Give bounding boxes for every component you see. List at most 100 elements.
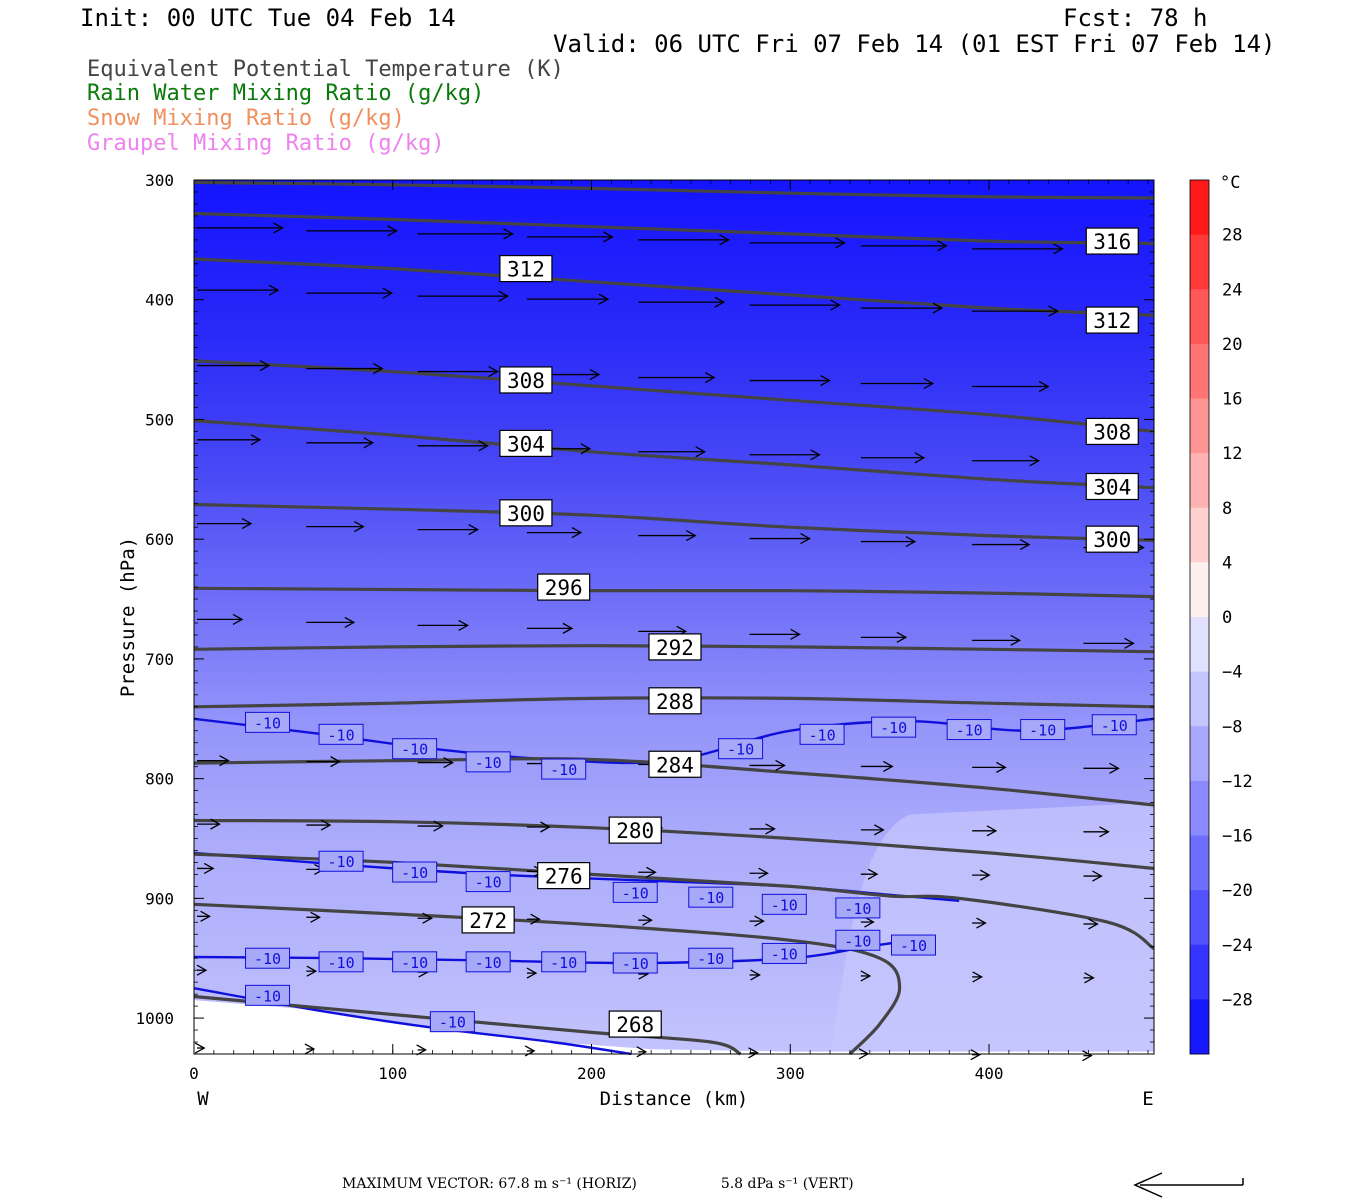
- theta-e-label-text: 312: [1093, 309, 1131, 333]
- wind-vector-arrow: [197, 755, 230, 767]
- wind-vector-head: [219, 755, 230, 767]
- isotherm-label-box: [688, 886, 734, 908]
- wind-vector-head: [603, 231, 614, 243]
- theta-e-label-text: 300: [1093, 528, 1131, 552]
- isotherm-label-box: [541, 758, 587, 780]
- wind-vector-arrow: [972, 825, 998, 837]
- wind-vector-head: [905, 536, 917, 548]
- colorbar-segment: [1190, 671, 1209, 727]
- wind-vector-head: [363, 437, 375, 449]
- colorbar-label: 8: [1222, 499, 1232, 519]
- wind-vector-head: [598, 293, 610, 305]
- wind-vector-arrow: [972, 761, 1007, 773]
- isotherm-label-text: -10: [328, 853, 355, 871]
- isotherm-label-box: [318, 850, 364, 872]
- wind-vector-head: [830, 299, 841, 311]
- wind-vector-head: [636, 1046, 648, 1058]
- wind-vector-head: [1038, 380, 1050, 393]
- wind-vector-head: [210, 818, 221, 830]
- y-tick-label: 800: [145, 770, 174, 789]
- legend-snow: Snow Mixing Ratio (g/kg): [87, 106, 405, 131]
- colorbar-segment: [1190, 180, 1209, 236]
- theta-e-label-box: [499, 366, 553, 394]
- wind-vector-head: [232, 613, 244, 625]
- isotherm-label-text: -10: [697, 950, 724, 968]
- wind-vector-head: [979, 869, 991, 881]
- wind-vector-head: [1124, 637, 1135, 649]
- wind-vector-arrow: [972, 380, 1050, 393]
- wind-vector-arrow: [417, 820, 444, 832]
- wind-vector-arrow: [972, 455, 1040, 467]
- wind-vector-head: [203, 862, 215, 874]
- theta-e-label-box: [608, 816, 662, 844]
- colorbar-segment: [1190, 835, 1209, 891]
- wind-vector-arrow: [749, 628, 801, 640]
- colorbar-segment: [1190, 780, 1209, 836]
- theta-e-contour-300: [193, 502, 1155, 542]
- isotherm-label-box: [245, 984, 291, 1006]
- wind-vector-head: [646, 866, 657, 878]
- wind-vector-arrow: [306, 225, 398, 237]
- isotherm-label-box: [465, 751, 511, 773]
- colorbar-label: 0: [1222, 608, 1232, 628]
- isotherm-label-text: -10: [439, 1014, 466, 1032]
- plot-area: -10 -10 -10 -10 -10 -10 -10 -10 -10 -10 -10 -10 -10 -…: [193, 179, 1155, 1062]
- isotherm-label: -10: [541, 758, 587, 780]
- wind-vector-head: [443, 757, 454, 769]
- wind-vector-arrow: [638, 296, 726, 308]
- wind-vector-arrow: [638, 530, 697, 542]
- wind-vector-arrow: [306, 819, 332, 831]
- wind-vector-head: [932, 302, 944, 314]
- isotherm-label-box: [761, 893, 807, 915]
- isotherm-label-text: -10: [880, 719, 907, 737]
- wind-vector-arrow: [749, 449, 821, 461]
- wind-vector-head: [382, 287, 394, 299]
- isotherm-label-text: -10: [727, 741, 754, 759]
- isotherm-label: -10: [465, 951, 511, 973]
- theta-e-label: 304: [499, 429, 553, 457]
- wind-vector-head: [835, 237, 846, 249]
- isotherm-label: -10: [465, 871, 511, 893]
- wind-vector-arrow: [749, 299, 841, 311]
- isotherm-label-text: -10: [550, 954, 577, 972]
- isotherm-label-text: -10: [622, 884, 649, 902]
- isotherm-label: -10: [392, 951, 438, 973]
- wind-vector-head: [330, 756, 341, 768]
- wind-vector-head: [642, 914, 653, 926]
- wind-vector-arrow: [638, 234, 730, 246]
- colorbar-segment: [1190, 944, 1209, 1000]
- wind-vector-arrow: [970, 1049, 982, 1061]
- isotherm-label-box: [1020, 719, 1066, 741]
- theta-e-label-text: 296: [545, 576, 583, 600]
- wind-vector-arrow: [526, 231, 614, 243]
- theta-e-label-box: [1085, 227, 1139, 255]
- isotherm-label-text: -10: [328, 726, 355, 744]
- wind-vectors: [194, 222, 1145, 1062]
- isotherm-label: -10: [245, 984, 291, 1006]
- wind-vector-arrow: [638, 866, 657, 878]
- theta-e-contour-280: [193, 818, 1155, 870]
- x-tick-label: 100: [378, 1064, 407, 1083]
- wind-vector-head: [864, 916, 875, 928]
- isotherm-label: -10: [392, 861, 438, 883]
- theta-e-label: 308: [499, 366, 553, 394]
- isotherm-label-box: [465, 951, 511, 973]
- wind-vector-head: [714, 296, 726, 308]
- isotherm-label-box: [1091, 714, 1137, 736]
- wind-vector-arrow: [304, 1043, 316, 1055]
- theta-e-label-text: 284: [656, 753, 694, 777]
- wind-vector-head: [416, 1044, 427, 1056]
- theta-e-label: 304: [1085, 472, 1139, 501]
- theta-e-label: 280: [608, 816, 662, 844]
- wind-vector-arrow: [526, 622, 574, 634]
- max-vector-text: MAXIMUM VECTOR: 67.8 m s⁻¹ (HORIZ) 5.8 dP…: [342, 1176, 854, 1192]
- isotherm-label: -10: [612, 952, 658, 974]
- wind-vector-head: [373, 363, 384, 375]
- wind-vector-arrow: [972, 538, 1031, 551]
- isotherm-label-text: -10: [1029, 722, 1056, 740]
- colorbar-label: −24: [1222, 936, 1253, 956]
- theta-e-label-box: [1085, 525, 1139, 553]
- theta-e-label-box: [499, 499, 553, 527]
- y-tick-label: 700: [145, 650, 174, 669]
- wind-vector-head: [914, 452, 926, 464]
